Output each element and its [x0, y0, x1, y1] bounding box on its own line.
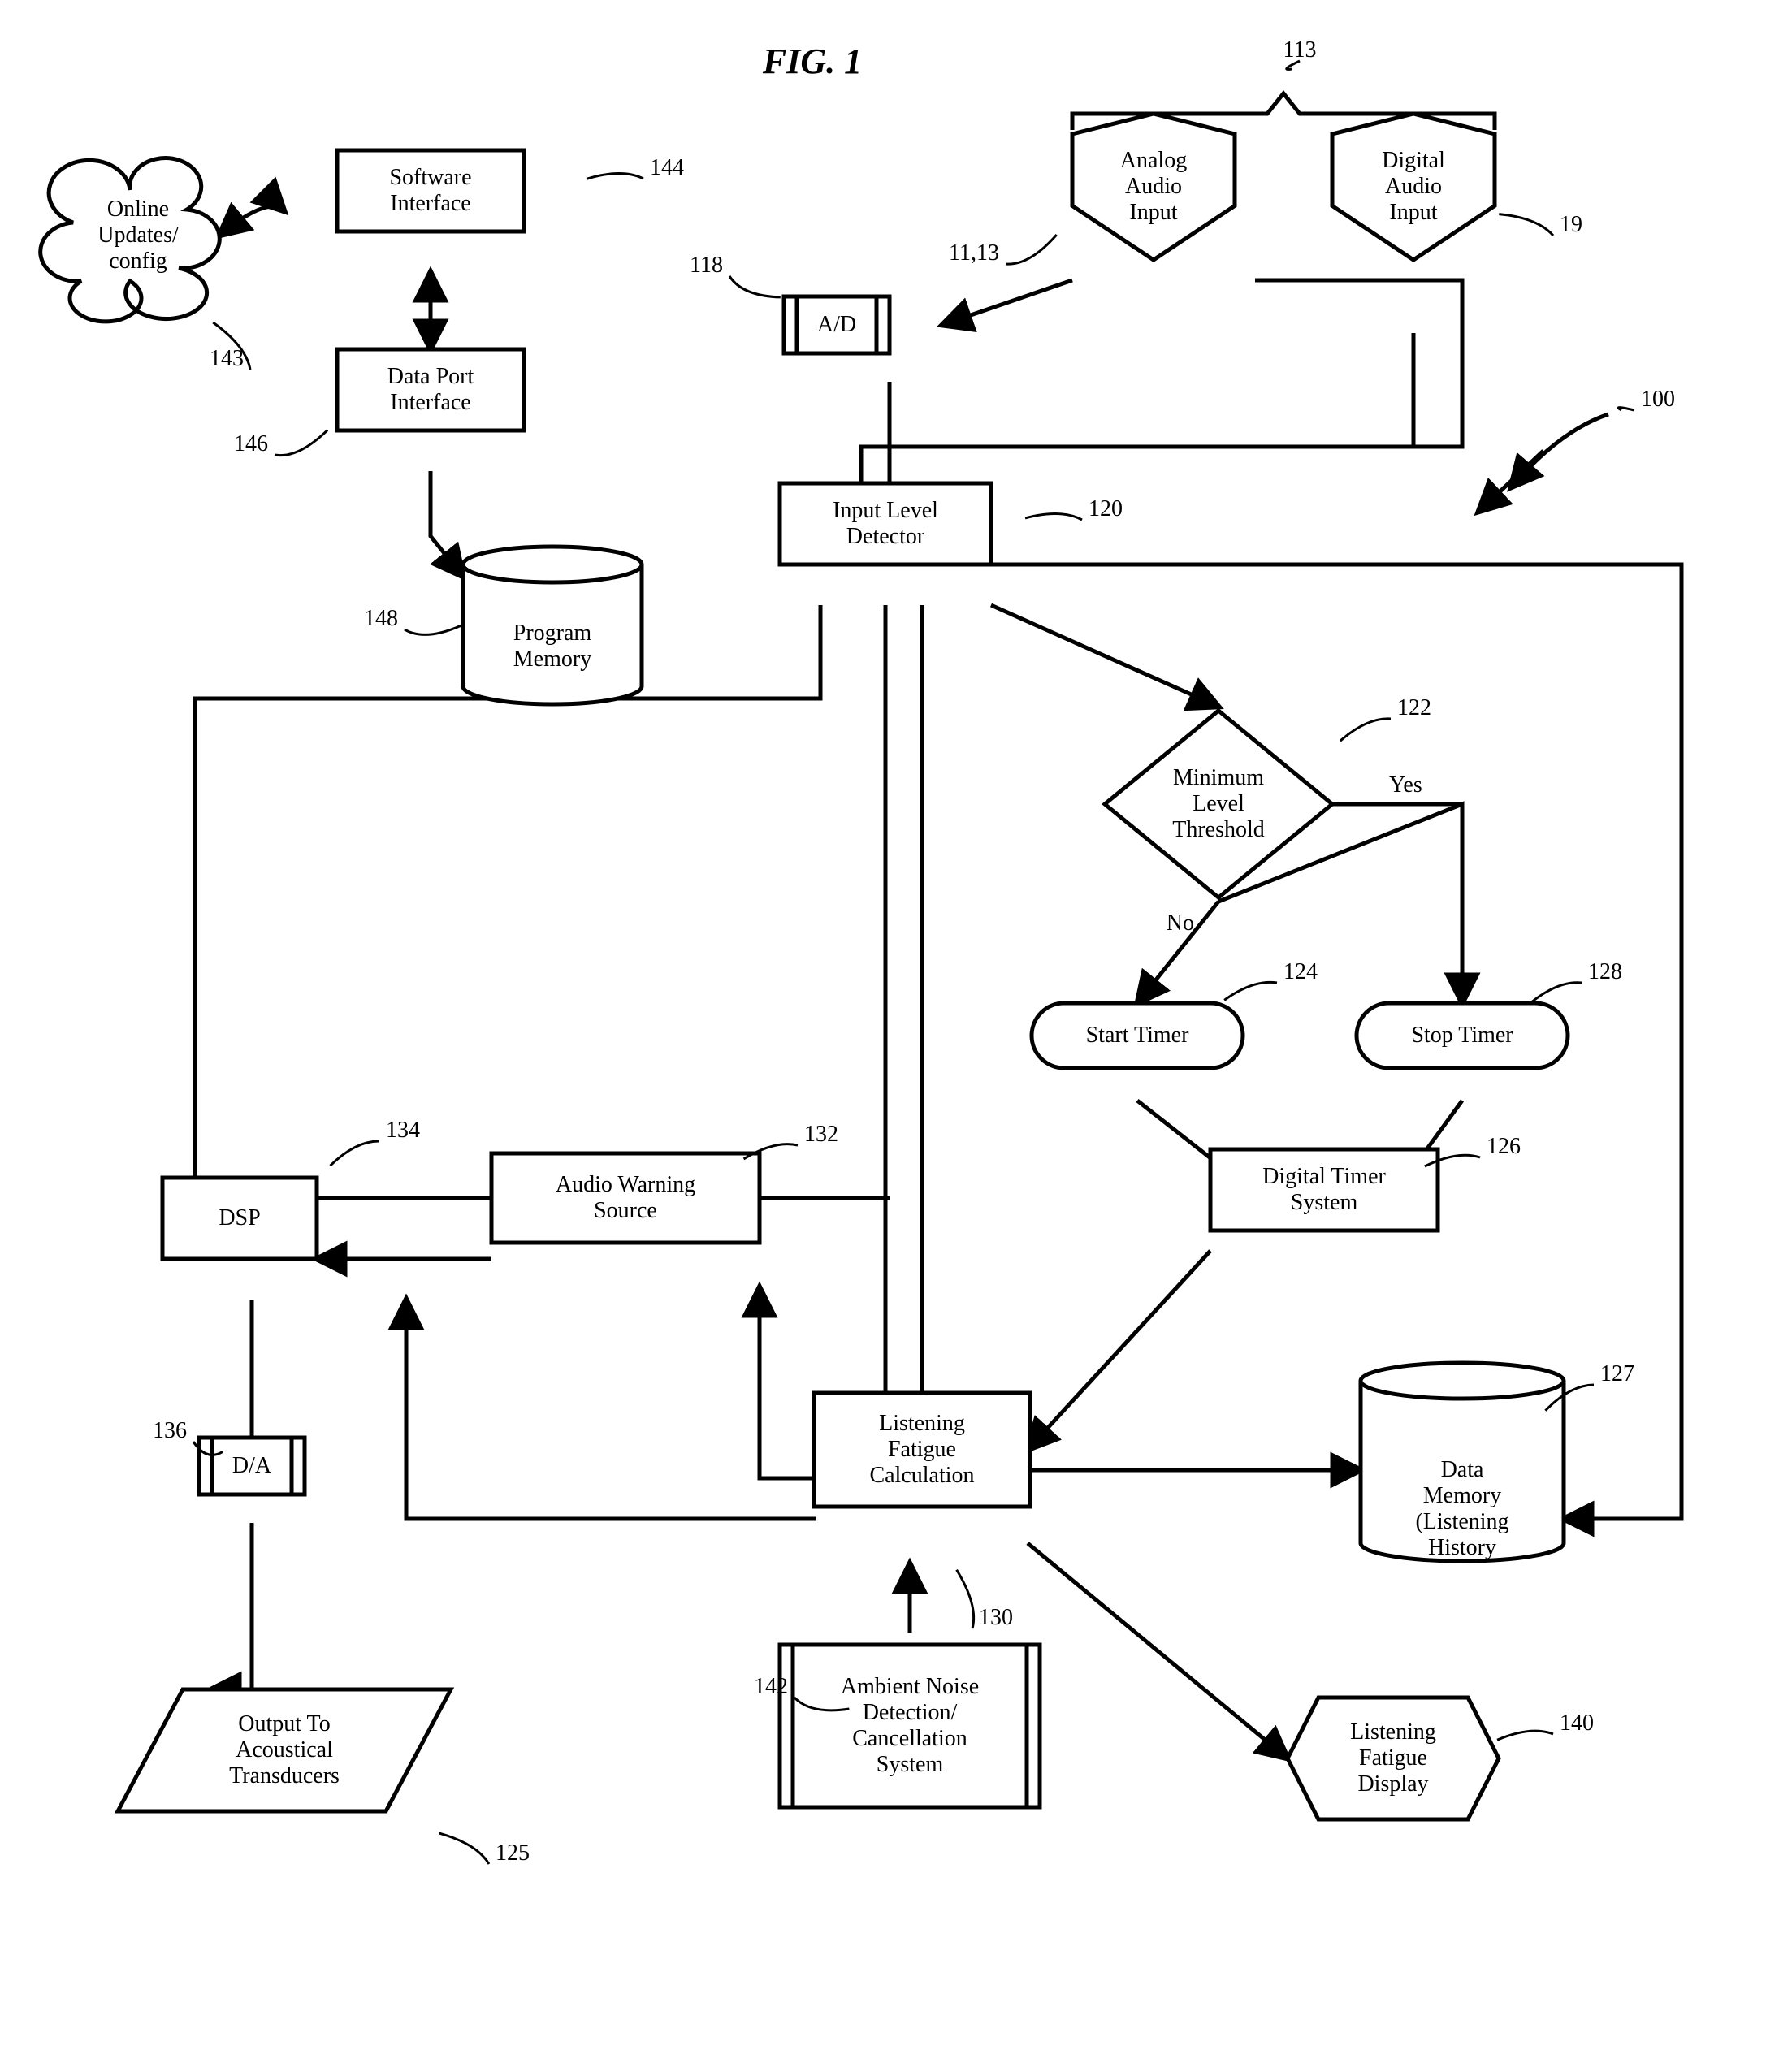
svg-text:Output ToAcousticalTransducers: Output ToAcousticalTransducers: [229, 1711, 340, 1788]
edge: [1028, 1251, 1210, 1450]
svg-text:SoftwareInterface: SoftwareInterface: [389, 165, 471, 216]
svg-text:D/A: D/A: [232, 1453, 272, 1478]
svg-text:DigitalAudioInput: DigitalAudioInput: [1382, 148, 1445, 225]
ref-data_memory: 127: [1600, 1361, 1634, 1386]
svg-text:Yes: Yes: [1389, 772, 1422, 798]
ref-fatigue_display: 140: [1560, 1710, 1594, 1736]
svg-text:DSP: DSP: [219, 1205, 260, 1230]
ref-listening_calc: 130: [979, 1605, 1013, 1630]
edge: [211, 1523, 252, 1689]
ref-ad: 118: [690, 253, 723, 278]
svg-text:OnlineUpdates/config: OnlineUpdates/config: [97, 197, 179, 274]
edge: [406, 1300, 816, 1519]
svg-text:AnalogAudioInput: AnalogAudioInput: [1120, 148, 1187, 225]
svg-text:Input LevelDetector: Input LevelDetector: [833, 498, 938, 549]
ref-start_timer: 124: [1283, 959, 1318, 984]
edge: [1028, 1543, 1288, 1758]
ref-output: 125: [496, 1840, 530, 1866]
ref-stop_timer: 128: [1588, 959, 1622, 984]
ref-data_port_if: 146: [234, 431, 268, 456]
ref-analog_input: 11,13: [949, 240, 999, 266]
edge: [219, 206, 284, 236]
ref-dsp: 134: [386, 1118, 420, 1143]
svg-text:No: No: [1167, 910, 1194, 936]
figure-title: FIG. 1: [762, 41, 862, 81]
svg-text:Start Timer: Start Timer: [1086, 1023, 1189, 1048]
flowchart: FIG. 1 OnlineUpdates/config 143 SoftwareInt…: [0, 0, 1792, 2050]
svg-text:Data PortInterface: Data PortInterface: [387, 364, 474, 415]
edge: [1478, 451, 1543, 512]
ref-software_if: 144: [650, 155, 684, 180]
edge: [942, 280, 1072, 325]
ref-audio_warn: 132: [804, 1122, 838, 1147]
ref-system100: 100: [1641, 387, 1675, 412]
ref-online_updates: 143: [210, 346, 244, 371]
edge: [760, 1287, 816, 1478]
ref-program_memory: 148: [364, 606, 398, 631]
ref-bracket113: 113: [1283, 37, 1317, 63]
edge: [431, 471, 463, 577]
ref-ambient_noise: 142: [754, 1674, 788, 1699]
ref-min_threshold: 122: [1397, 695, 1431, 720]
ref-da: 136: [153, 1418, 187, 1443]
ref-digital_input: 19: [1560, 212, 1582, 237]
ref-input_level: 120: [1089, 496, 1123, 521]
ref-digital_timer: 126: [1487, 1134, 1521, 1159]
svg-text:ProgramMemory: ProgramMemory: [513, 621, 592, 672]
edge: [991, 605, 1218, 707]
svg-text:ListeningFatigueDisplay: ListeningFatigueDisplay: [1350, 1719, 1436, 1797]
svg-text:A/D: A/D: [817, 312, 856, 337]
svg-text:Stop Timer: Stop Timer: [1411, 1023, 1513, 1048]
